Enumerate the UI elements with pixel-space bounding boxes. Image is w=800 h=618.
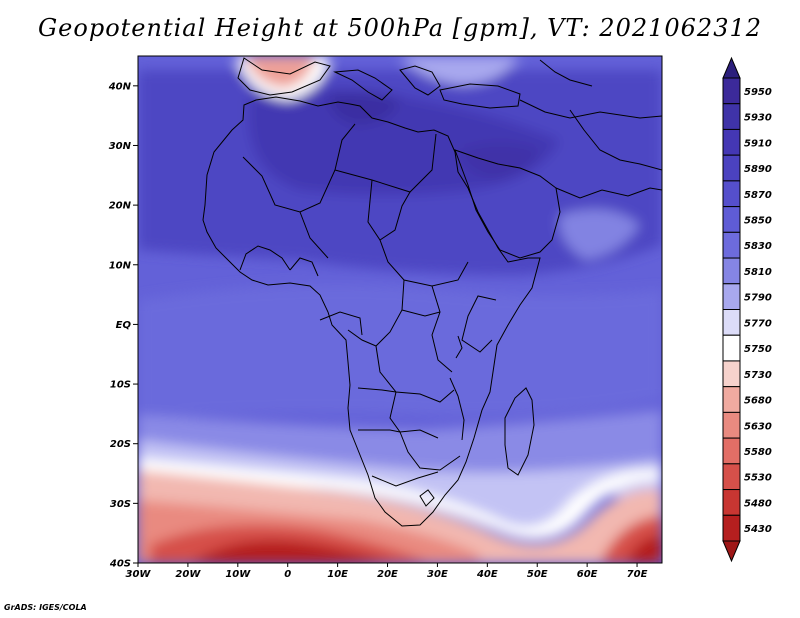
colorbar-bottom-arrow [722, 540, 741, 563]
longitude-axis: 30W 20W 10W 0 10E 20E 30E 40E 50E 60E 70E [126, 563, 648, 580]
colorbar-swatch [722, 77, 741, 105]
lat-tick-label: EQ [116, 320, 132, 331]
colorbar-label: 5950 [744, 87, 772, 98]
colorbar-label: 5730 [744, 370, 772, 381]
colorbar-label: 5830 [744, 241, 772, 252]
colorbar: 5950 5930 5910 5890 5870 5850 5830 5810 5790 5770… [722, 56, 772, 563]
lon-tick-label: 30W [126, 569, 152, 580]
colorbar-swatch [722, 257, 741, 285]
lat-tick-label: 20S [110, 439, 131, 450]
lat-tick-label: 10S [110, 380, 131, 391]
lon-tick-label: 20E [377, 569, 398, 580]
colorbar-label: 5750 [744, 344, 772, 355]
lat-tick-label: 30N [109, 141, 132, 152]
colorbar-swatch [722, 386, 741, 413]
colorbar-swatch [722, 309, 741, 336]
colorbar-swatch [722, 411, 741, 439]
colorbar-swatch [722, 437, 741, 465]
colorbar-label: 5430 [744, 524, 772, 535]
colorbar-swatch [722, 128, 741, 156]
colorbar-label: 5530 [744, 473, 772, 484]
colorbar-swatch [722, 283, 741, 310]
colorbar-swatch [722, 360, 741, 388]
colorbar-label: 5480 [744, 498, 772, 509]
colorbar-swatch [722, 514, 741, 542]
colorbar-swatch [722, 103, 741, 130]
lon-tick-label: 20W [175, 569, 201, 580]
colorbar-label: 5910 [744, 138, 772, 149]
colorbar-swatch [722, 334, 741, 362]
lat-tick-label: 20N [109, 201, 132, 212]
lon-tick-label: 50E [527, 569, 548, 580]
credit-label: GrADS: IGES/COLA [4, 603, 87, 612]
lat-tick-label: 10N [109, 260, 132, 271]
colorbar-label: 5810 [744, 267, 772, 278]
colorbar-label: 5770 [744, 318, 772, 329]
height-field [138, 56, 662, 563]
lon-tick-label: 70E [627, 569, 648, 580]
colorbar-label: 5890 [744, 164, 772, 175]
colorbar-swatch [722, 463, 741, 491]
lon-tick-label: 60E [577, 569, 598, 580]
colorbar-top-arrow [722, 56, 741, 79]
colorbar-label: 5850 [744, 215, 772, 226]
colorbar-label: 5580 [744, 447, 772, 458]
lat-tick-label: 40S [109, 559, 131, 570]
colorbar-label: 5680 [744, 396, 772, 407]
map-title: Geopotential Height at 500hPa [gpm], VT:… [38, 14, 762, 42]
map-frame: 40N 30N 20N 10N EQ 10S 20S 30S 40S 30W 20W 10W 0 10E… [108, 55, 663, 580]
lon-tick-label: 0 [284, 569, 291, 580]
colorbar-label: 5630 [744, 421, 772, 432]
colorbar-swatch [722, 154, 741, 182]
lat-tick-label: 30S [110, 499, 131, 510]
lon-tick-label: 40E [476, 569, 498, 580]
colorbar-swatch [722, 489, 741, 516]
colorbar-label: 5930 [744, 113, 772, 124]
lon-tick-label: 30E [427, 569, 448, 580]
colorbar-swatch [722, 180, 741, 208]
lon-tick-label: 10W [225, 569, 251, 580]
colorbar-swatch [722, 231, 741, 259]
colorbar-swatch [722, 206, 741, 233]
latitude-axis: 40N 30N 20N 10N EQ 10S 20S 30S 40S [108, 81, 138, 570]
lat-tick-label: 40N [108, 81, 132, 92]
colorbar-label: 5790 [744, 293, 772, 304]
coastlines-and-borders [202, 57, 662, 527]
colorbar-label: 5870 [744, 190, 772, 201]
lon-tick-label: 10E [327, 569, 348, 580]
